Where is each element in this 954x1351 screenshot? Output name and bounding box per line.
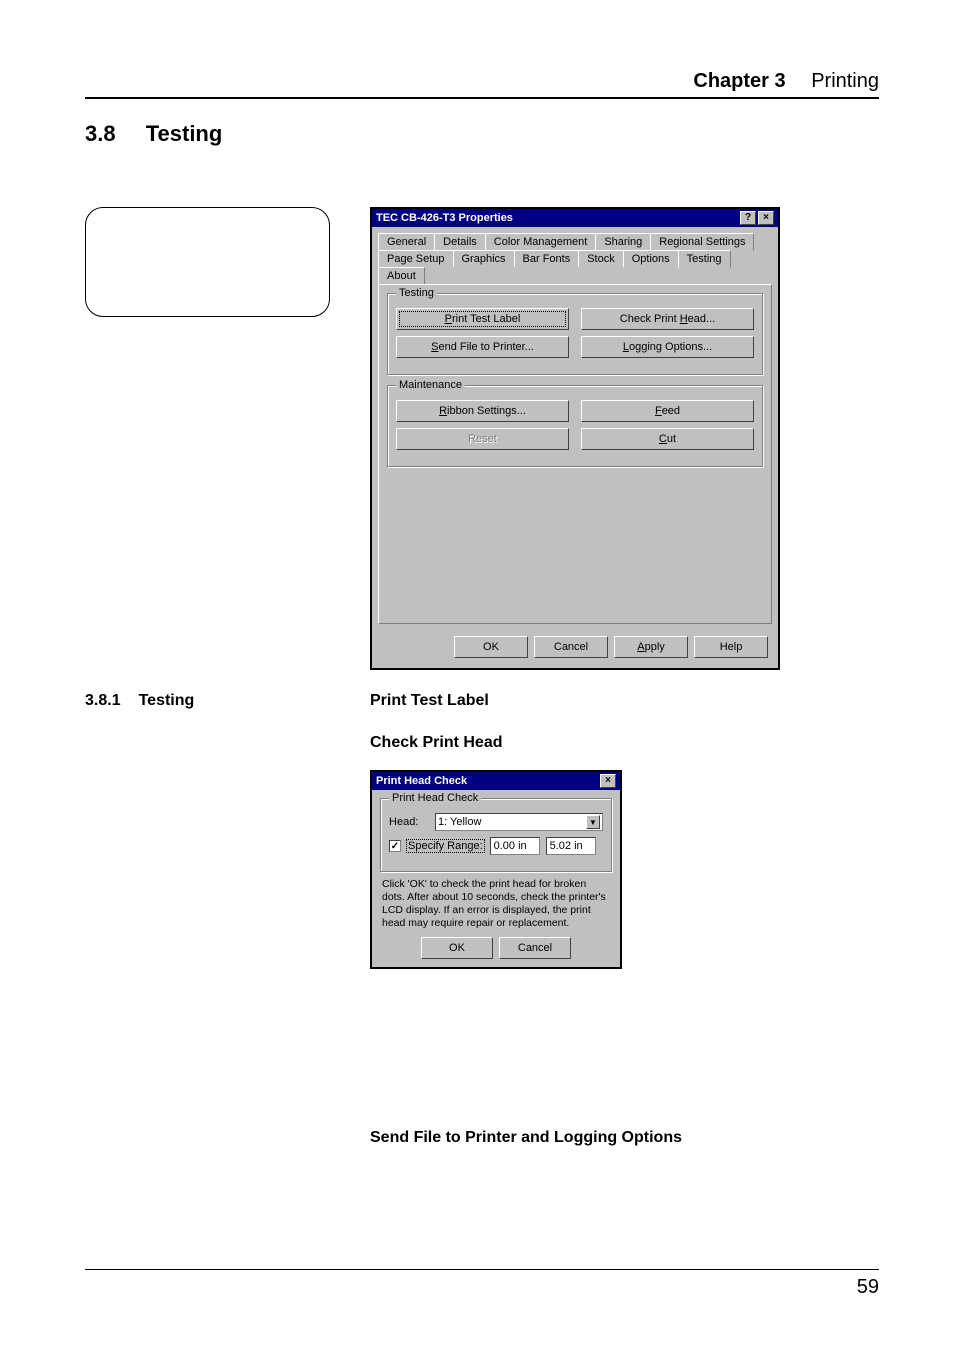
subsection-heading: 3.8.1 Testing [85,692,330,1165]
head-select[interactable]: 1: Yellow ▼ [435,813,603,831]
head-select-value: 1: Yellow [438,816,481,828]
tab-about[interactable]: About [378,267,425,284]
chapter-header: Chapter 3 Printing [85,70,879,99]
tab-general[interactable]: General [378,233,435,250]
dialog-title: TEC CB-426-T3 Properties [376,212,738,224]
titlebar: TEC CB-426-T3 Properties ? × [372,209,778,227]
help-button[interactable]: Help [694,636,768,658]
tab-details[interactable]: Details [434,233,486,250]
phc-group-legend: Print Head Check [389,792,481,804]
cancel-button[interactable]: Cancel [534,636,608,658]
tab-sharing[interactable]: Sharing [595,233,651,250]
check-print-head-button[interactable]: Check Print Head... [581,308,754,330]
chapter-title: Printing [811,70,879,92]
tab-regional-settings[interactable]: Regional Settings [650,233,754,250]
section-title: Testing [146,121,223,146]
print-test-label-button[interactable]: Print Test Label [396,308,569,330]
subsection-number: 3.8.1 [85,692,121,1165]
tab-stock[interactable]: Stock [578,250,624,267]
testing-legend: Testing [396,287,437,299]
page-footer: 59 [85,1269,879,1299]
help-icon[interactable]: ? [740,211,756,225]
phc-close-icon[interactable]: × [600,774,616,788]
reset-button: Reset [396,428,569,450]
tab-row-1: General Details Color Management Sharing… [372,227,778,250]
logging-options-button[interactable]: Logging Options... [581,336,754,358]
phc-ok-button[interactable]: OK [421,937,493,959]
tab-page-setup[interactable]: Page Setup [378,250,454,267]
tab-testing[interactable]: Testing [678,250,731,268]
maintenance-legend: Maintenance [396,379,465,391]
ok-button[interactable]: OK [454,636,528,658]
check-print-head-heading: Check Print Head [370,734,879,752]
properties-dialog: TEC CB-426-T3 Properties ? × General Det… [370,207,780,670]
phc-title: Print Head Check [376,775,598,787]
testing-group: Testing Print Test Label Check Print Hea… [387,293,763,375]
send-file-button[interactable]: Send File to Printer... [396,336,569,358]
feed-button[interactable]: Feed [581,400,754,422]
page-number: 59 [857,1276,879,1298]
tab-row-2: Page Setup Graphics Bar Fonts Stock Opti… [372,250,778,284]
phc-titlebar: Print Head Check × [372,772,620,790]
range-to-input[interactable] [546,837,596,855]
subsection-title: Testing [139,692,195,1165]
section-heading: 3.8 Testing [85,121,879,147]
tab-color-management[interactable]: Color Management [485,233,597,250]
send-file-logging-heading: Send File to Printer and Logging Options [370,1129,879,1147]
phc-cancel-button[interactable]: Cancel [499,937,571,959]
chevron-down-icon: ▼ [586,815,600,829]
specify-range-label: Specify Range: [407,840,484,852]
chapter-number: Chapter 3 [693,70,785,92]
specify-range-checkbox[interactable]: ✓ [389,840,401,852]
dialog-footer: OK Cancel Apply Help [372,630,778,668]
range-from-input[interactable] [490,837,540,855]
ribbon-settings-button[interactable]: Ribbon Settings... [396,400,569,422]
cut-button[interactable]: Cut [581,428,754,450]
section-number: 3.8 [85,121,116,146]
phc-note: Click 'OK' to check the print head for b… [382,878,610,931]
note-box [85,207,330,317]
apply-button[interactable]: Apply [614,636,688,658]
print-head-check-dialog: Print Head Check × Print Head Check Head… [370,770,622,969]
head-label: Head: [389,816,429,828]
tab-bar-fonts[interactable]: Bar Fonts [514,250,580,267]
phc-group: Print Head Check Head: 1: Yellow ▼ ✓ Spe… [380,798,612,872]
close-icon[interactable]: × [758,211,774,225]
tab-graphics[interactable]: Graphics [453,250,515,267]
tab-panel: Testing Print Test Label Check Print Hea… [378,284,772,624]
tab-options[interactable]: Options [623,250,679,267]
print-test-label-heading: Print Test Label [370,692,879,710]
maintenance-group: Maintenance Ribbon Settings... Feed Rese… [387,385,763,467]
